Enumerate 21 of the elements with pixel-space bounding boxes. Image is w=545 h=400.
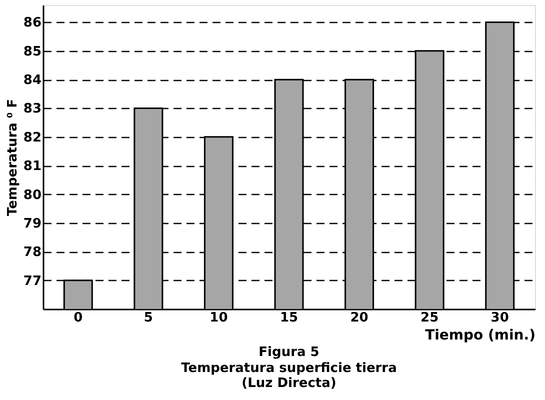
y-tick-label: 81 <box>23 159 42 174</box>
x-axis-title: Tiempo (min.) <box>425 328 536 344</box>
y-tick-label: 83 <box>23 102 42 117</box>
text: Temperatura superficie tierra (Luz Directa) <box>181 361 397 391</box>
x-tick-label: 15 <box>280 310 298 326</box>
x-tick-label: 10 <box>210 310 228 326</box>
x-tick-label: 25 <box>420 310 439 326</box>
x-tick-label: 20 <box>350 310 368 326</box>
text: Figura 5 <box>258 345 320 360</box>
y-tick-label: 78 <box>23 245 42 260</box>
y-tick-label: 82 <box>23 130 42 146</box>
y-tick-label: 85 <box>23 44 42 60</box>
y-tick-label: 77 <box>23 274 42 289</box>
x-tick-label: 30 <box>490 310 509 326</box>
x-tick-label: 0 <box>74 310 83 326</box>
y-tick-label: 86 <box>23 16 42 31</box>
y-tick-label: 80 <box>23 188 42 203</box>
y-axis-title: Temperatura ⁰ F <box>5 98 20 216</box>
y-tick-label: 79 <box>23 216 42 232</box>
y-tick-label: 84 <box>23 73 42 88</box>
x-tick-label: 5 <box>144 310 153 326</box>
